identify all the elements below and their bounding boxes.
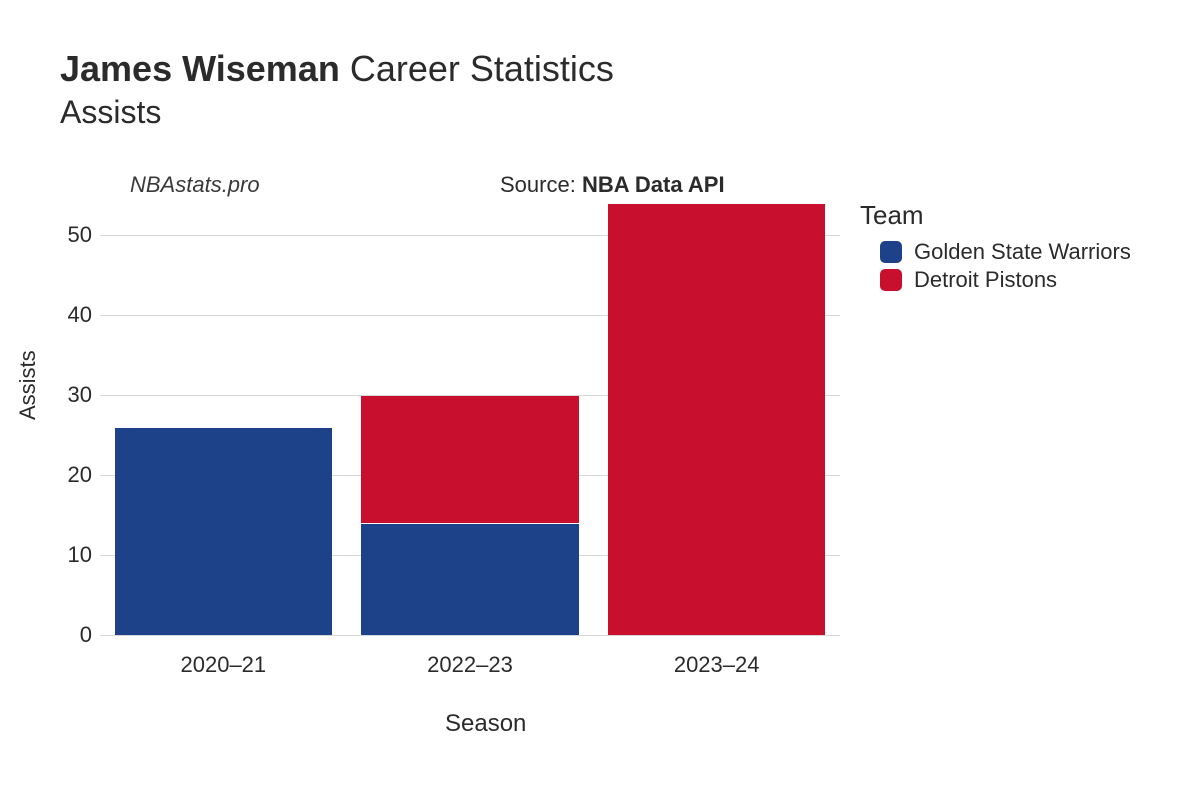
bar-segment: [115, 428, 332, 635]
x-tick-label: 2023–24: [674, 652, 760, 678]
source-name: NBA Data API: [582, 172, 725, 197]
bar-segment: [361, 396, 578, 523]
grid-line: [100, 635, 840, 636]
x-tick-label: 2020–21: [181, 652, 267, 678]
chart-title-line1: James Wiseman Career Statistics: [60, 48, 614, 90]
legend-item-pistons: Detroit Pistons: [880, 267, 1131, 293]
source-prefix: Source:: [500, 172, 582, 197]
x-tick-row: 2020–21 2022–23 2023–24: [100, 652, 840, 682]
chart-container: James Wiseman Career Statistics Assists …: [0, 0, 1200, 800]
player-name: James Wiseman: [60, 48, 340, 89]
y-tick-label: 10: [42, 542, 92, 568]
plot-area: 01020304050: [100, 195, 840, 635]
bar-segment: [608, 204, 825, 635]
y-axis-label: Assists: [15, 350, 41, 420]
legend-swatch-pistons: [880, 269, 902, 291]
legend-label-pistons: Detroit Pistons: [914, 267, 1057, 293]
y-tick-label: 20: [42, 462, 92, 488]
title-suffix: Career Statistics: [350, 48, 614, 89]
legend: Team Golden State Warriors Detroit Pisto…: [860, 200, 1131, 293]
x-axis-label: Season: [445, 710, 526, 738]
y-tick-label: 50: [42, 222, 92, 248]
chart-title-block: James Wiseman Career Statistics Assists: [60, 48, 614, 131]
y-tick-label: 40: [42, 302, 92, 328]
x-tick-label: 2022–23: [427, 652, 513, 678]
bar-2023–24: [608, 195, 825, 635]
bar-2020–21: [115, 195, 332, 635]
chart-subtitle: Assists: [60, 94, 614, 131]
bar-2022–23: [361, 195, 578, 635]
y-tick-label: 30: [42, 382, 92, 408]
legend-label-warriors: Golden State Warriors: [914, 239, 1131, 265]
y-tick-label: 0: [42, 622, 92, 648]
legend-item-warriors: Golden State Warriors: [880, 239, 1131, 265]
legend-title: Team: [860, 200, 1131, 231]
bar-segment: [361, 524, 578, 635]
legend-swatch-warriors: [880, 241, 902, 263]
